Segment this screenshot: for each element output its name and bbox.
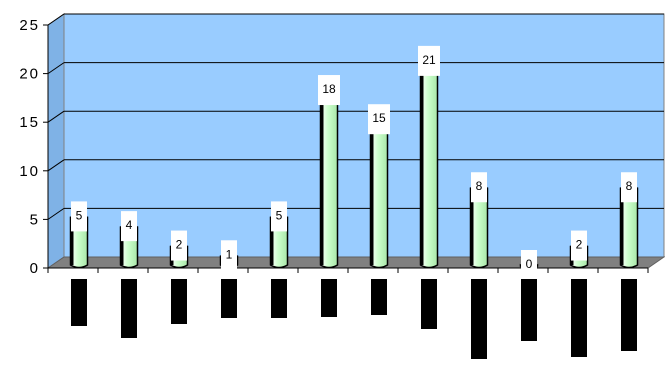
gridline-side bbox=[47, 159, 65, 172]
x-category-label bbox=[471, 279, 487, 359]
data-label-box bbox=[471, 172, 487, 203]
bar-left-edge bbox=[370, 120, 374, 265]
data-label: 4 bbox=[126, 218, 133, 232]
gridline-side bbox=[47, 207, 65, 220]
plot-back-wall bbox=[63, 13, 665, 258]
data-label: 15 bbox=[372, 111, 386, 125]
x-category-label bbox=[71, 279, 87, 326]
data-label: 8 bbox=[476, 179, 483, 193]
x-category-label bbox=[621, 279, 637, 351]
bar bbox=[319, 90, 339, 269]
data-label: 5 bbox=[276, 208, 283, 222]
x-category-label bbox=[121, 279, 137, 338]
y-tick-label: 10 bbox=[19, 163, 40, 180]
data-label-box bbox=[571, 230, 587, 261]
y-tick-label: 25 bbox=[19, 17, 40, 34]
data-label-box bbox=[121, 211, 137, 242]
x-category-label bbox=[521, 279, 537, 341]
y-tick-label: 5 bbox=[30, 211, 40, 228]
data-label: 2 bbox=[176, 238, 183, 252]
data-label-box bbox=[318, 75, 340, 106]
bar bbox=[619, 187, 639, 269]
bar-body bbox=[319, 90, 339, 269]
bar-body bbox=[619, 187, 639, 269]
x-category-label bbox=[421, 279, 437, 329]
bar-body bbox=[469, 187, 489, 269]
bar-left-edge bbox=[420, 61, 424, 265]
x-category-label bbox=[171, 279, 187, 324]
data-label-box bbox=[171, 230, 187, 261]
data-label: 8 bbox=[626, 179, 633, 193]
bar bbox=[369, 119, 389, 269]
gridline-side bbox=[47, 110, 65, 123]
x-category-label bbox=[571, 279, 587, 357]
bar-body bbox=[369, 119, 389, 269]
data-label: 18 bbox=[322, 82, 336, 96]
y-tick-label: 0 bbox=[30, 260, 40, 277]
data-label-box bbox=[521, 250, 537, 280]
data-label: 2 bbox=[576, 238, 583, 252]
x-category-label bbox=[371, 279, 387, 315]
data-label-box bbox=[418, 45, 440, 76]
bar-left-edge bbox=[320, 91, 324, 265]
bar-body bbox=[419, 61, 439, 269]
data-label-box bbox=[271, 201, 287, 232]
data-label: 0 bbox=[526, 257, 533, 271]
gridline-side bbox=[47, 13, 65, 26]
data-label: 1 bbox=[226, 247, 233, 261]
data-label-box bbox=[621, 172, 637, 203]
x-category-label bbox=[321, 279, 337, 317]
data-label-box bbox=[221, 240, 237, 271]
bar-left-edge bbox=[470, 188, 474, 265]
data-label: 5 bbox=[76, 208, 83, 222]
bar-left-edge bbox=[620, 188, 624, 265]
x-category-label bbox=[271, 279, 287, 318]
bar bbox=[419, 60, 439, 269]
bar-left-edge bbox=[270, 217, 274, 265]
plot-side-wall bbox=[47, 13, 65, 269]
x-category-label bbox=[221, 279, 237, 318]
bar-left-edge bbox=[70, 217, 74, 265]
bar-left-edge bbox=[120, 227, 124, 265]
data-label: 21 bbox=[422, 53, 436, 67]
gridline-side bbox=[47, 62, 65, 75]
data-label-box bbox=[71, 201, 87, 232]
y-tick-label: 20 bbox=[19, 66, 40, 83]
data-label-box bbox=[368, 104, 390, 135]
y-tick-label: 15 bbox=[19, 114, 40, 131]
